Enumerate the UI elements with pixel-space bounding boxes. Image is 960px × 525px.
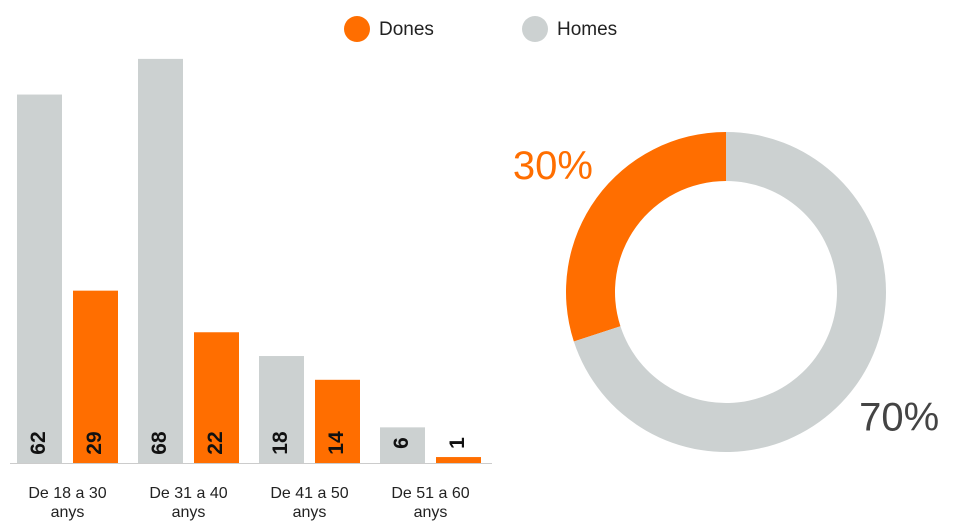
- bar: [259, 356, 304, 463]
- value-label: 29: [83, 431, 106, 454]
- legend-swatch: [522, 16, 548, 42]
- value-label: 6: [390, 437, 413, 449]
- x-tick-label: De 41 a 50 anys: [270, 485, 349, 521]
- legend-label: Homes: [557, 19, 617, 40]
- legend-label: Dones: [379, 19, 434, 40]
- value-label: 22: [204, 431, 227, 454]
- x-tick-label: De 31 a 40 anys: [149, 485, 228, 521]
- legend-swatch: [344, 16, 370, 42]
- bar: [380, 427, 425, 463]
- slice-label: 30%: [513, 144, 593, 188]
- x-tick-label: De 18 a 30 anys: [28, 485, 107, 521]
- slice-label: 70%: [859, 395, 939, 439]
- bar: [436, 457, 481, 463]
- bar: [138, 58, 183, 464]
- bar: [315, 379, 360, 463]
- value-label: 18: [269, 431, 292, 455]
- donut-slice: [573, 132, 887, 453]
- value-label: 62: [27, 431, 50, 454]
- value-label: 14: [325, 431, 348, 455]
- bar: [17, 94, 62, 464]
- value-label: 1: [446, 437, 469, 449]
- value-label: 68: [148, 431, 171, 455]
- bar: [194, 332, 239, 463]
- bar: [73, 290, 118, 463]
- donut-slice: [565, 132, 726, 342]
- x-tick-label: De 51 a 60 anys: [391, 485, 470, 521]
